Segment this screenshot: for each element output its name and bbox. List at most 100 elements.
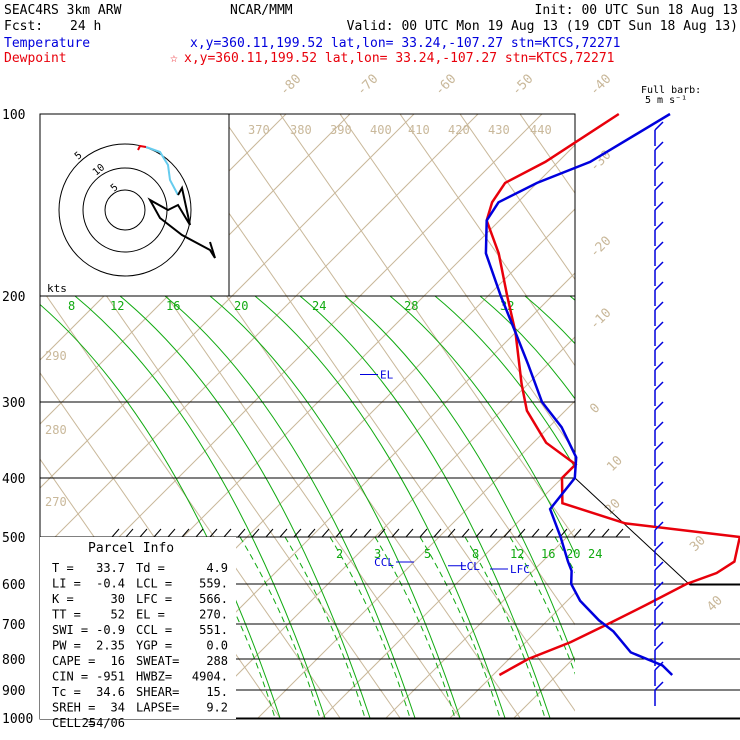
theta-label: 390	[330, 123, 352, 137]
theta-label: 420	[448, 123, 470, 137]
mixing-ratio-dashed	[329, 536, 411, 719]
dewpoint-legend: Dewpoint	[4, 51, 67, 66]
parcel-value: 4.9	[206, 561, 228, 575]
wind-barb-flag	[654, 661, 664, 671]
parcel-value: 566.	[199, 592, 228, 606]
dry-adiabat	[339, 114, 575, 453]
hatch-mark	[517, 528, 526, 538]
mixing-ratio-label: 16	[166, 299, 180, 313]
hatch-mark	[489, 528, 498, 538]
parcel-value: 559.	[199, 577, 228, 591]
mixing-ratio-label: 28	[404, 299, 418, 313]
mixing-ratio-line	[705, 296, 740, 718]
hodo-ring-label: 5	[73, 150, 85, 162]
hatch-mark	[601, 528, 610, 538]
hatch-mark	[279, 528, 288, 538]
theta-label: 440	[530, 123, 552, 137]
wind-barb-flag	[654, 681, 664, 691]
pressure-label: 600	[2, 578, 25, 593]
mixing-ratio-line	[389, 295, 575, 556]
hatch-mark	[391, 528, 400, 538]
wind-barb-flag	[654, 201, 664, 211]
pressure-label: 200	[2, 290, 25, 305]
parcel-key: TT =	[52, 608, 81, 622]
init-time: Init: 00 UTC Sun 18 Aug 13	[535, 3, 739, 18]
parcel-key: Td =	[136, 561, 165, 575]
mixing-ratio-dashed	[735, 537, 740, 718]
hatch-mark	[181, 528, 190, 538]
mixing-ratio-label: 24	[588, 547, 602, 561]
level-label: LCL	[460, 560, 480, 573]
hatch-mark	[475, 528, 484, 538]
parcel-key: EL =	[136, 608, 165, 622]
mixing-ratio-dashed	[239, 536, 321, 719]
parcel-key: Tc =	[52, 685, 81, 699]
temperature-legend: Temperature	[4, 36, 90, 51]
valid-time: Valid: 00 UTC Mon 19 Aug 13 (19 CDT Sun …	[347, 19, 738, 34]
hatch-mark	[251, 528, 260, 538]
dewpoint-profile	[484, 112, 674, 676]
hodo-units: kts	[47, 282, 67, 295]
wind-barb-flag	[654, 301, 664, 311]
mixing-ratio-dashed	[284, 536, 366, 719]
hatch-mark	[349, 528, 358, 538]
parcel-key: PW =	[52, 639, 81, 653]
parcel-key: T =	[52, 561, 74, 575]
isotherm-label: -50	[509, 72, 536, 99]
wind-barb-flag	[654, 481, 664, 491]
wind-barb-flag	[654, 361, 664, 371]
parcel-title: Parcel Info	[88, 541, 174, 556]
hatch-mark	[363, 528, 372, 538]
hodo-trace-upper	[145, 146, 179, 196]
hatch-mark	[433, 528, 442, 538]
theta-label: 410	[408, 123, 430, 137]
hatch-mark	[307, 528, 316, 538]
pressure-label: 800	[2, 653, 25, 668]
isotherm-label: 10	[604, 453, 626, 475]
parcel-value: -951	[96, 670, 125, 684]
wind-barb-flag	[654, 221, 664, 231]
wind-barb-flag	[654, 121, 664, 131]
level-label: LFC	[510, 563, 530, 576]
wind-barbs	[654, 121, 664, 706]
mixing-ratio-dashed	[509, 536, 575, 675]
isotherm	[513, 656, 575, 719]
theta-label: 430	[488, 123, 510, 137]
wind-barb-flag	[654, 561, 664, 571]
isotherm-label: -60	[432, 72, 459, 99]
parcel-value: 270.	[199, 608, 228, 622]
parcel-key: SWEAT=	[136, 654, 179, 668]
mixing-ratio-label: 20	[566, 547, 580, 561]
parcel-value: 15.	[206, 685, 228, 699]
parcel-info: Parcel Info T = 33.7 Td = 4.9 LI = -0.4 LCL = 5…	[40, 537, 236, 730]
parcel-key: LCL =	[136, 577, 172, 591]
mixing-ratio-line	[119, 295, 371, 719]
hatch-mark	[419, 528, 428, 538]
parcel-key: CIN =	[52, 670, 88, 684]
theta-label: 270	[45, 495, 67, 509]
theta-label: 290	[45, 349, 67, 363]
wind-barb-flag	[654, 601, 664, 611]
mixing-ratio-line	[434, 295, 575, 469]
parcel-value: 33.7	[96, 561, 125, 575]
mixing-ratio-line	[164, 295, 416, 719]
barb-legend-units: 5 m s⁻¹	[645, 95, 687, 106]
isotherm-label: -20	[587, 234, 614, 261]
parcel-value: 52	[111, 608, 125, 622]
parcel-value: 4904.	[192, 670, 228, 684]
isotherm	[385, 528, 575, 719]
theta-label: 370	[248, 123, 270, 137]
pressure-label: 400	[2, 472, 25, 487]
mixing-ratio-line	[40, 303, 281, 719]
barb-legend-title: Full barb:	[641, 85, 701, 96]
dry-adiabat	[159, 114, 575, 712]
pressure-label: 700	[2, 618, 25, 633]
wind-barb-flag	[654, 521, 664, 531]
parcel-key: SHEAR=	[136, 685, 179, 699]
hatch-mark	[615, 528, 624, 538]
hatch-mark	[447, 528, 456, 538]
model-title: SEAC4RS 3km ARW	[4, 3, 122, 18]
mixing-ratio-label: 24	[312, 299, 326, 313]
org-title: NCAR/MMM	[230, 3, 293, 18]
